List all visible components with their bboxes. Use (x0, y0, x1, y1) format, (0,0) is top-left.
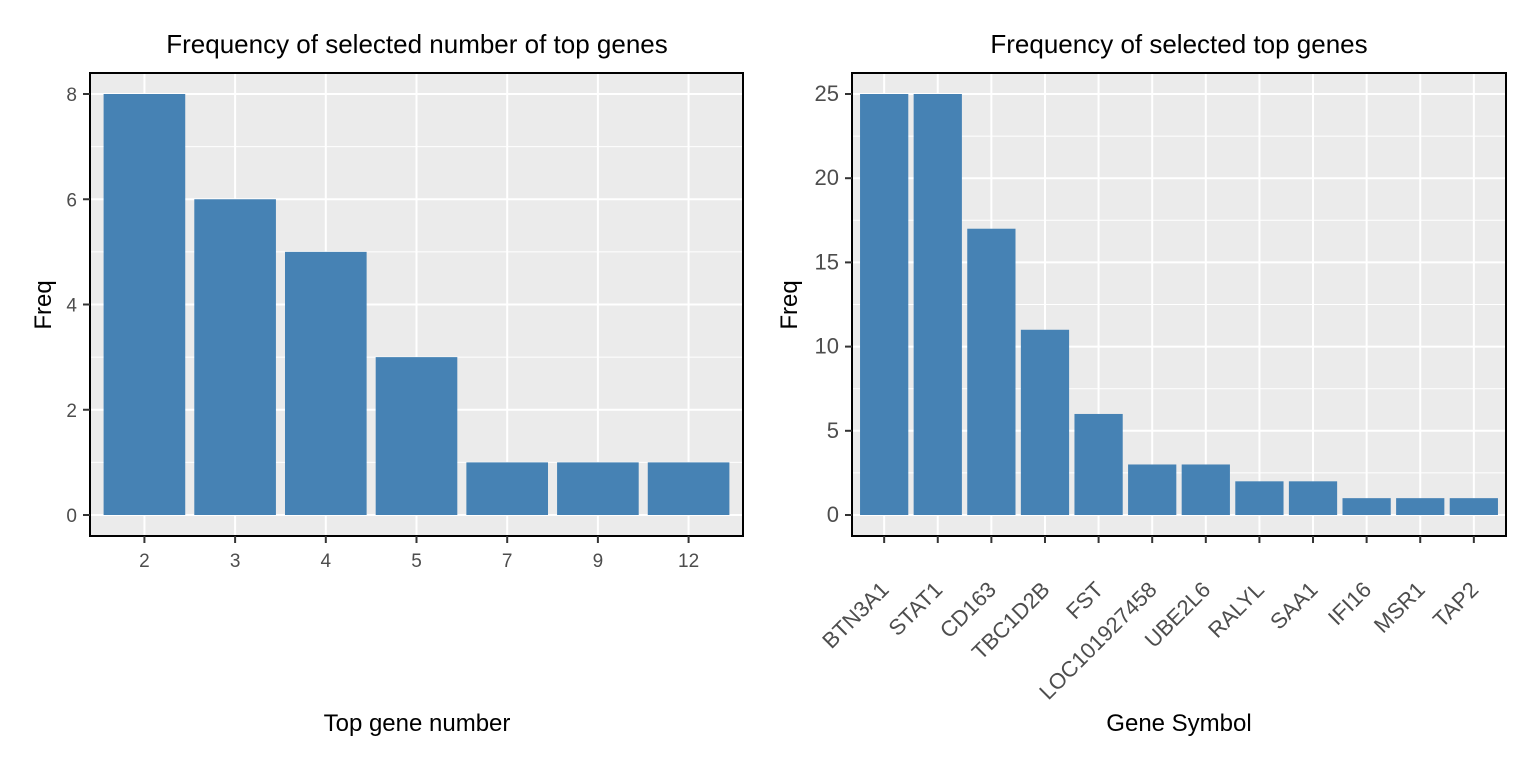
bar-ube2l6 (1181, 464, 1230, 515)
x-tick-label: FST (1061, 577, 1108, 624)
bar-ralyl (1235, 481, 1284, 515)
chart-right-bars (860, 94, 1498, 515)
chart-left: Frequency of selected number of top gene… (30, 29, 744, 737)
chart-right: Frequency of selected top genes 0 5 10 15 20… (776, 29, 1507, 737)
bar-ifi16 (1342, 498, 1391, 515)
chart-right-x-axis-title: Gene Symbol (1106, 710, 1251, 737)
bar-msr1 (1396, 498, 1445, 515)
chart-right-border (851, 72, 1507, 537)
bar-7 (466, 462, 549, 515)
y-tick-label: 20 (815, 165, 839, 190)
bar-3 (194, 199, 276, 515)
y-tick-label: 4 (66, 296, 77, 317)
x-tick-label: 12 (678, 551, 699, 572)
x-tick-label: MSR1 (1369, 577, 1430, 638)
y-tick-label: 10 (815, 334, 839, 359)
chart-left-bars (103, 94, 730, 515)
chart-right-y-axis: 0 5 10 15 20 25 (815, 81, 852, 527)
bar-2 (103, 94, 186, 515)
x-tick-label: 4 (321, 551, 332, 572)
y-tick-label: 5 (827, 418, 839, 443)
x-tick-label: BTN3A1 (817, 577, 893, 653)
bar-loc101927458 (1128, 464, 1177, 515)
chart-right-title: Frequency of selected top genes (990, 29, 1367, 59)
bar-5 (375, 357, 458, 515)
x-tick-label: TAP2 (1428, 577, 1483, 632)
bar-tbc1d2b (1020, 329, 1070, 515)
x-tick-label: IFI16 (1323, 577, 1376, 630)
y-tick-label: 8 (66, 85, 77, 106)
x-tick-label: 3 (230, 551, 241, 572)
y-tick-label: 15 (815, 249, 839, 274)
bar-4 (284, 251, 367, 515)
bar-fst (1074, 413, 1123, 515)
chart-left-x-axis: 2 3 4 5 7 9 12 (139, 536, 699, 572)
chart-right-y-axis-title: Freq (776, 280, 803, 329)
bar-tap2 (1449, 498, 1498, 515)
y-tick-label: 2 (66, 401, 77, 422)
chart-left-y-axis: 0 2 4 6 8 (66, 85, 90, 527)
chart-left-x-axis-title: Top gene number (324, 710, 511, 737)
bar-9 (557, 462, 639, 515)
y-tick-label: 25 (815, 81, 839, 106)
bar-saa1 (1288, 481, 1338, 515)
x-tick-label: SAA1 (1265, 577, 1322, 634)
x-tick-label: STAT1 (884, 577, 948, 641)
y-tick-label: 6 (66, 190, 77, 211)
x-tick-label: 7 (502, 551, 513, 572)
x-tick-label: 2 (139, 551, 150, 572)
x-tick-label: 5 (411, 551, 422, 572)
x-tick-label: 9 (593, 551, 604, 572)
y-tick-label: 0 (66, 506, 77, 527)
chart-left-title: Frequency of selected number of top gene… (166, 29, 668, 59)
x-tick-label: RALYL (1203, 577, 1269, 643)
chart-left-y-axis-title: Freq (30, 280, 57, 329)
bar-12 (647, 462, 730, 515)
bar-btn3a1 (860, 94, 909, 515)
y-tick-label: 0 (827, 502, 839, 527)
bar-cd163 (967, 228, 1016, 515)
bar-stat1 (913, 94, 962, 515)
